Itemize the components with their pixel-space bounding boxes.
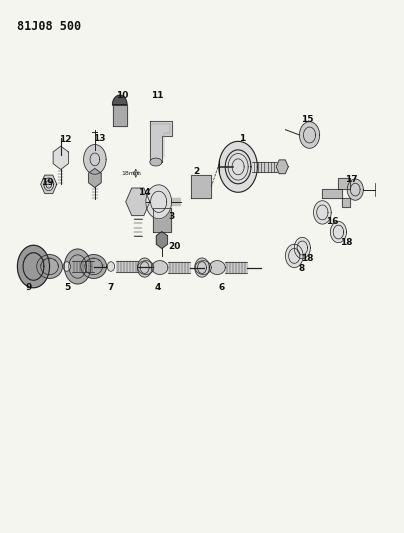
- Polygon shape: [116, 261, 138, 272]
- Polygon shape: [276, 160, 288, 174]
- Polygon shape: [84, 144, 106, 174]
- Text: 14: 14: [138, 188, 150, 197]
- Text: 10: 10: [116, 91, 128, 100]
- Polygon shape: [41, 175, 57, 193]
- Ellipse shape: [63, 262, 70, 271]
- Text: 1: 1: [239, 134, 245, 143]
- Polygon shape: [225, 262, 247, 273]
- Polygon shape: [146, 185, 172, 219]
- Text: 16: 16: [326, 217, 339, 227]
- Text: 18: 18: [301, 254, 314, 263]
- Text: 81J08 500: 81J08 500: [17, 20, 82, 33]
- Polygon shape: [113, 95, 127, 105]
- Polygon shape: [294, 237, 310, 259]
- Polygon shape: [64, 249, 91, 284]
- Polygon shape: [168, 262, 190, 273]
- Polygon shape: [314, 201, 331, 224]
- Text: 7: 7: [107, 283, 114, 292]
- Polygon shape: [252, 161, 280, 172]
- Polygon shape: [156, 231, 167, 248]
- Polygon shape: [53, 146, 68, 169]
- Polygon shape: [209, 261, 225, 274]
- Text: 15: 15: [301, 115, 314, 124]
- Text: 9: 9: [25, 283, 32, 292]
- Text: 17: 17: [345, 174, 357, 183]
- Text: 2: 2: [193, 166, 199, 175]
- Polygon shape: [195, 261, 211, 274]
- Polygon shape: [137, 258, 152, 277]
- Polygon shape: [81, 255, 107, 278]
- Text: 12: 12: [59, 135, 71, 144]
- Polygon shape: [338, 179, 349, 189]
- Text: 18: 18: [340, 238, 352, 247]
- Ellipse shape: [150, 158, 162, 166]
- Polygon shape: [72, 261, 94, 272]
- Text: 13: 13: [93, 134, 105, 143]
- Polygon shape: [347, 179, 363, 200]
- Text: 6: 6: [218, 283, 224, 292]
- Polygon shape: [219, 141, 257, 192]
- Polygon shape: [195, 258, 209, 277]
- Ellipse shape: [107, 262, 114, 271]
- Polygon shape: [113, 105, 127, 126]
- Polygon shape: [37, 255, 62, 278]
- Polygon shape: [330, 221, 347, 243]
- Polygon shape: [17, 245, 50, 288]
- Polygon shape: [286, 244, 303, 268]
- Polygon shape: [152, 261, 168, 274]
- Text: 19: 19: [42, 178, 54, 187]
- Polygon shape: [191, 175, 211, 198]
- Polygon shape: [126, 188, 150, 215]
- Polygon shape: [150, 120, 172, 162]
- Text: 3: 3: [168, 212, 174, 221]
- Polygon shape: [322, 189, 349, 207]
- Polygon shape: [153, 208, 171, 231]
- Text: 11: 11: [151, 91, 163, 100]
- Text: 18mm: 18mm: [122, 171, 142, 176]
- Text: 8: 8: [298, 264, 305, 272]
- Polygon shape: [299, 122, 320, 148]
- Text: 20: 20: [168, 242, 180, 251]
- Text: 4: 4: [155, 283, 161, 292]
- Text: 5: 5: [65, 283, 71, 292]
- Polygon shape: [88, 168, 101, 188]
- Polygon shape: [138, 261, 154, 274]
